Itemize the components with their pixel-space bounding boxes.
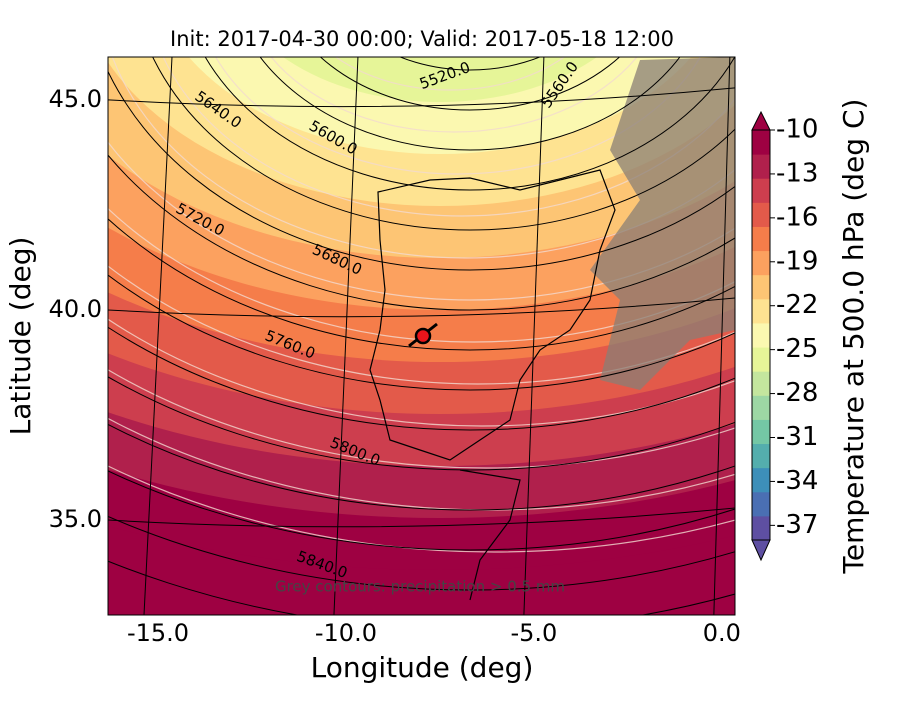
temperature-band xyxy=(283,57,597,102)
height-contour xyxy=(108,423,735,511)
colorbar-band xyxy=(752,298,770,324)
isotherm xyxy=(108,141,735,301)
colorbar-band xyxy=(752,515,770,541)
parallel xyxy=(108,507,735,528)
colorbar-band xyxy=(752,395,770,420)
colorbar-band xyxy=(752,443,770,469)
colorbar-band xyxy=(752,322,770,348)
y-tick-label: 40.0 xyxy=(49,295,102,323)
colorbar-tick-label: -13 xyxy=(776,158,818,188)
meridian xyxy=(333,57,359,615)
height-contour xyxy=(108,154,735,311)
colorbar-tick-label: -34 xyxy=(776,466,818,496)
colorbar-band xyxy=(752,274,770,300)
isotherm xyxy=(108,207,735,343)
colorbar-tick-label: -31 xyxy=(776,422,818,452)
colorbar-tick-label: -25 xyxy=(776,334,818,364)
plot-frame xyxy=(107,56,736,616)
isotherm xyxy=(334,57,566,91)
x-axis-label: Longitude (deg) xyxy=(311,651,534,684)
isotherm xyxy=(111,57,735,259)
colorbar-band xyxy=(752,250,770,276)
height-contour xyxy=(108,326,735,431)
isotherm xyxy=(108,368,735,469)
height-contour xyxy=(259,57,681,151)
height-contour xyxy=(152,57,735,231)
isotherm xyxy=(108,318,735,427)
height-contour xyxy=(108,70,735,271)
coastline xyxy=(459,469,521,601)
isotherm xyxy=(108,465,735,553)
coastline xyxy=(369,169,616,461)
colorbar-tick-label: -37 xyxy=(776,510,818,540)
colorbar-extend-top xyxy=(751,110,771,131)
meridian xyxy=(713,57,731,615)
colorbar-tick-label: -10 xyxy=(776,115,818,145)
x-tick-label: -15.0 xyxy=(127,619,189,647)
y-tick-label: 45.0 xyxy=(49,85,102,113)
map-area: 5520.0 5560.05600.05640.05680.05720.05760… xyxy=(108,0,735,615)
colorbar-band xyxy=(752,419,770,445)
y-tick-label: 35.0 xyxy=(49,505,102,533)
parallel xyxy=(108,87,735,108)
x-tick-label: -10.0 xyxy=(315,619,377,647)
isotherm xyxy=(270,57,638,133)
height-contour xyxy=(108,515,735,591)
colorbar-band xyxy=(752,467,770,493)
height-contour xyxy=(108,218,735,351)
chart-title: Init: 2017-04-30 00:00; Valid: 2017-05-1… xyxy=(170,27,674,51)
height-contour xyxy=(108,470,735,551)
colorbar-band xyxy=(752,154,770,179)
parallel xyxy=(108,297,735,318)
colorbar-label: Temperature at 500.0 hPa (deg C) xyxy=(837,99,870,575)
height-contour xyxy=(319,57,621,111)
location-point xyxy=(414,327,432,345)
height-contour xyxy=(108,274,735,391)
height-contour xyxy=(108,376,735,471)
colorbar-tick-label: -16 xyxy=(776,202,818,232)
colorbar-frame xyxy=(751,129,771,541)
colorbar-tick-label: -22 xyxy=(776,290,818,320)
isotherm xyxy=(108,265,735,385)
isotherm xyxy=(162,57,735,217)
colorbar-band xyxy=(752,347,770,372)
height-contour xyxy=(204,57,735,191)
meridian xyxy=(523,57,545,615)
colorbar-band xyxy=(752,202,770,227)
x-tick-label: 0.0 xyxy=(703,619,741,647)
colorbar-tick-label: -28 xyxy=(776,378,818,408)
colorbar-band xyxy=(752,491,770,517)
height-contour xyxy=(370,0,570,30)
colorbar-band xyxy=(752,371,770,396)
x-tick-label: -5.0 xyxy=(510,619,557,647)
annotation: Grey contours: precipitation > 0.5 mm xyxy=(275,578,565,596)
height-contour xyxy=(398,57,542,71)
isotherm xyxy=(215,57,701,175)
colorbar-tick-label: -19 xyxy=(776,246,818,276)
colorbar-extend-bottom xyxy=(751,539,771,562)
y-axis-label: Latitude (deg) xyxy=(4,237,37,436)
colorbar-band xyxy=(752,130,770,155)
colorbar-band xyxy=(752,178,770,203)
colorbar-band xyxy=(752,226,770,252)
